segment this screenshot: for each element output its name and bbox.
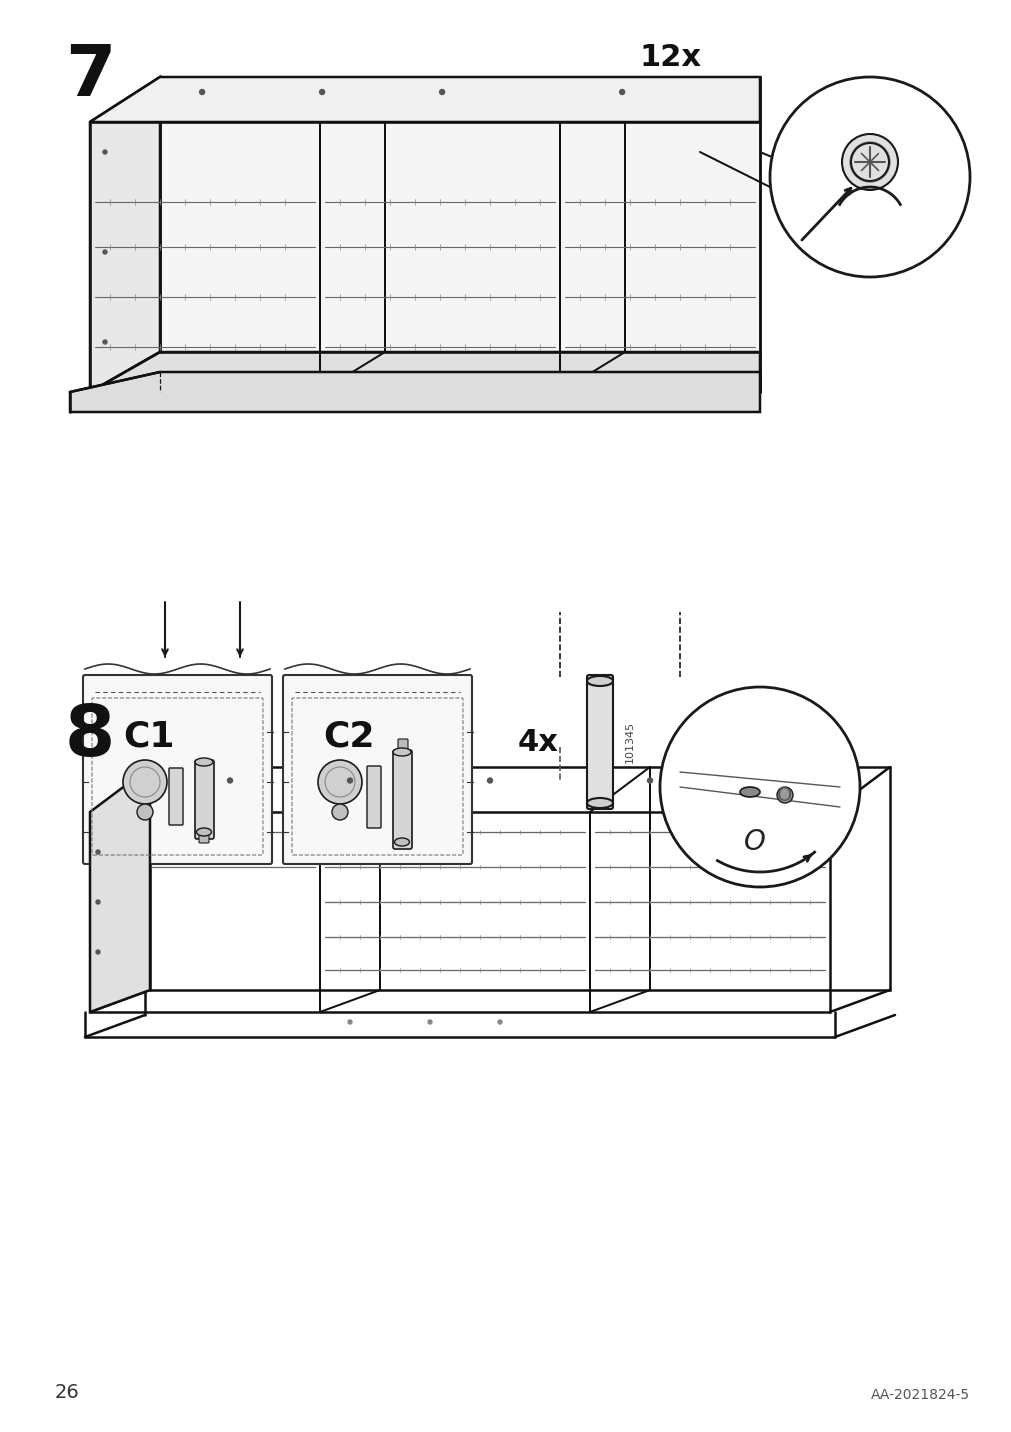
Circle shape (769, 77, 969, 276)
Circle shape (497, 1020, 501, 1024)
Text: 4x: 4x (518, 727, 558, 756)
FancyBboxPatch shape (283, 674, 471, 863)
Circle shape (332, 803, 348, 821)
Ellipse shape (392, 748, 410, 756)
Text: 101345: 101345 (625, 720, 634, 763)
Circle shape (317, 760, 362, 803)
Circle shape (123, 760, 167, 803)
Circle shape (347, 778, 352, 783)
Circle shape (199, 90, 204, 95)
Ellipse shape (739, 788, 759, 798)
Circle shape (103, 251, 107, 253)
Text: 7: 7 (65, 42, 115, 112)
FancyBboxPatch shape (195, 760, 213, 839)
Circle shape (319, 90, 325, 95)
Ellipse shape (586, 676, 613, 686)
Circle shape (103, 339, 107, 344)
Polygon shape (90, 768, 150, 1012)
Text: 12x: 12x (639, 43, 702, 72)
Circle shape (619, 90, 624, 95)
Text: O: O (776, 786, 792, 805)
FancyBboxPatch shape (83, 674, 272, 863)
Circle shape (659, 687, 859, 886)
Circle shape (439, 90, 444, 95)
Text: O: O (743, 828, 765, 856)
Ellipse shape (394, 838, 409, 846)
Circle shape (487, 778, 492, 783)
Circle shape (647, 778, 652, 783)
Circle shape (776, 788, 793, 803)
Polygon shape (90, 77, 160, 392)
Circle shape (428, 1020, 432, 1024)
Text: C2: C2 (323, 719, 374, 753)
Circle shape (227, 778, 233, 783)
Circle shape (348, 1020, 352, 1024)
Circle shape (841, 135, 897, 190)
Circle shape (96, 949, 100, 954)
FancyBboxPatch shape (199, 829, 209, 843)
FancyBboxPatch shape (397, 739, 407, 755)
Polygon shape (160, 77, 759, 352)
Circle shape (103, 150, 107, 155)
Text: C1: C1 (123, 719, 174, 753)
Circle shape (136, 803, 153, 821)
FancyBboxPatch shape (586, 674, 613, 809)
Ellipse shape (586, 798, 613, 808)
Circle shape (96, 851, 100, 853)
Polygon shape (90, 77, 759, 122)
FancyBboxPatch shape (169, 768, 183, 825)
Polygon shape (70, 372, 759, 412)
Text: 26: 26 (55, 1383, 80, 1402)
FancyBboxPatch shape (392, 750, 411, 849)
Text: AA-2021824-5: AA-2021824-5 (870, 1388, 969, 1402)
Ellipse shape (196, 828, 211, 836)
FancyBboxPatch shape (367, 766, 380, 828)
Circle shape (96, 899, 100, 904)
Polygon shape (90, 352, 759, 392)
Ellipse shape (195, 758, 212, 766)
Text: 8: 8 (65, 702, 115, 770)
